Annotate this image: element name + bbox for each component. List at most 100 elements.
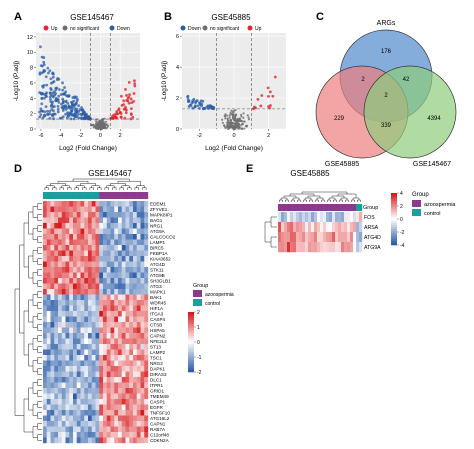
heatmap-cell	[91, 355, 96, 361]
down-point	[64, 99, 68, 103]
colorbar-tick-label: 2	[197, 310, 200, 316]
heatmap-cell	[341, 212, 345, 223]
heatmap-cell	[106, 377, 111, 383]
ns-point	[234, 108, 237, 112]
colorbar-segment	[188, 350, 194, 353]
heatmap-cell	[88, 355, 92, 361]
heatmap-cell	[99, 327, 104, 334]
volcano-b-title: GSE45885	[211, 13, 251, 22]
heatmap-cell	[80, 283, 85, 290]
heatmap-cell	[114, 234, 119, 240]
ns-point	[95, 120, 98, 123]
heatmap-cell	[293, 242, 297, 253]
heatmap-cell	[136, 300, 141, 306]
heatmap-cell	[76, 272, 81, 279]
heatmap-cell	[99, 228, 104, 235]
heatmap-cell	[133, 415, 137, 422]
down-point	[54, 99, 58, 103]
colorbar-segment	[391, 193, 397, 196]
heatmap-cell	[43, 327, 47, 334]
heatmap-cell	[125, 344, 130, 350]
heatmap-cell	[125, 366, 130, 372]
heatmap-cell	[69, 206, 74, 213]
heatmap-cell	[84, 333, 89, 339]
heatmap-cell	[69, 250, 74, 257]
heatmap-cell	[140, 256, 145, 262]
heatmap-cell	[133, 272, 137, 279]
down-point	[48, 91, 52, 95]
heatmap-cell	[136, 278, 141, 284]
heatmap-cell	[80, 267, 85, 273]
heatmap-cell	[58, 410, 62, 416]
heatmap-cell	[129, 278, 134, 284]
heatmap-cell	[302, 212, 306, 223]
heatmap-cell	[54, 393, 59, 400]
heatmap-cell	[50, 311, 55, 317]
heatmap-cell	[58, 256, 62, 262]
gene-label: HIF1A	[150, 306, 164, 311]
ns-point	[228, 116, 231, 119]
heatmap-cell	[114, 267, 119, 273]
heatmap-cell	[54, 333, 59, 339]
colorbar-segment	[188, 346, 194, 349]
heatmap-cell	[136, 322, 141, 328]
colorbar-segment	[188, 370, 194, 373]
heatmap-cell	[140, 272, 145, 279]
legend-control-swatch	[193, 299, 202, 306]
heatmap-cell	[290, 232, 294, 243]
ns-point	[247, 116, 250, 119]
heatmap-cell	[76, 239, 81, 246]
heatmap-cell	[118, 272, 122, 279]
down-point	[70, 103, 74, 106]
heatmap-cell	[43, 289, 47, 295]
dendrogram-branch	[57, 180, 89, 184]
heatmap-cell	[106, 388, 111, 394]
heatmap-cell	[46, 426, 51, 433]
heatmap-cell	[43, 426, 47, 433]
heatmap-cell	[54, 239, 59, 246]
heatmap-cell	[144, 415, 149, 422]
heatmap-cell	[103, 250, 107, 257]
heatmap-cell	[65, 234, 70, 240]
heatmap-cell	[118, 322, 122, 328]
heatmap-cell	[99, 399, 104, 405]
down-point	[51, 91, 55, 95]
heatmap-cell	[356, 232, 360, 243]
heatmap-cell	[308, 232, 312, 243]
heatmap-cell	[80, 426, 85, 433]
heatmap-cell	[80, 289, 85, 295]
heatmap-cell	[43, 261, 47, 268]
venn-circle-gse145467	[363, 65, 457, 159]
up-point	[122, 99, 126, 103]
down-point	[40, 102, 44, 106]
heatmap-cell	[125, 250, 130, 257]
heatmap-cell	[144, 223, 149, 229]
volcano-a-title: GSE145467	[70, 13, 114, 22]
heatmap-cell	[136, 355, 141, 361]
venn-count-gse145467-only: 4394	[427, 116, 441, 122]
heatmap-cell	[46, 322, 51, 328]
heatmap-cell	[84, 245, 89, 251]
heatmap-cell	[50, 432, 55, 438]
heatmap-cell	[136, 366, 141, 372]
heatmap-cell	[136, 388, 141, 394]
ns-point	[234, 113, 237, 116]
heatmap-cell	[114, 322, 119, 328]
group-annotation-cell	[103, 192, 107, 199]
heatmap-cell	[43, 437, 47, 444]
down-point	[66, 102, 70, 105]
ns-point	[226, 118, 229, 121]
heatmap-cell	[43, 415, 47, 422]
heatmap-cell	[54, 366, 59, 372]
heatmap-cell	[121, 300, 126, 306]
heatmap-cell	[76, 305, 81, 312]
heatmap-cell	[121, 355, 126, 361]
heatmap-cell	[88, 289, 92, 295]
heatmap-cell	[118, 267, 122, 273]
heatmap-cell	[125, 360, 130, 367]
heatmap-cell	[133, 256, 137, 262]
dendrogram-branch	[37, 203, 42, 210]
heatmap-cell	[54, 327, 59, 334]
down-point	[66, 111, 70, 115]
gene-label: ATG9A	[364, 245, 381, 251]
